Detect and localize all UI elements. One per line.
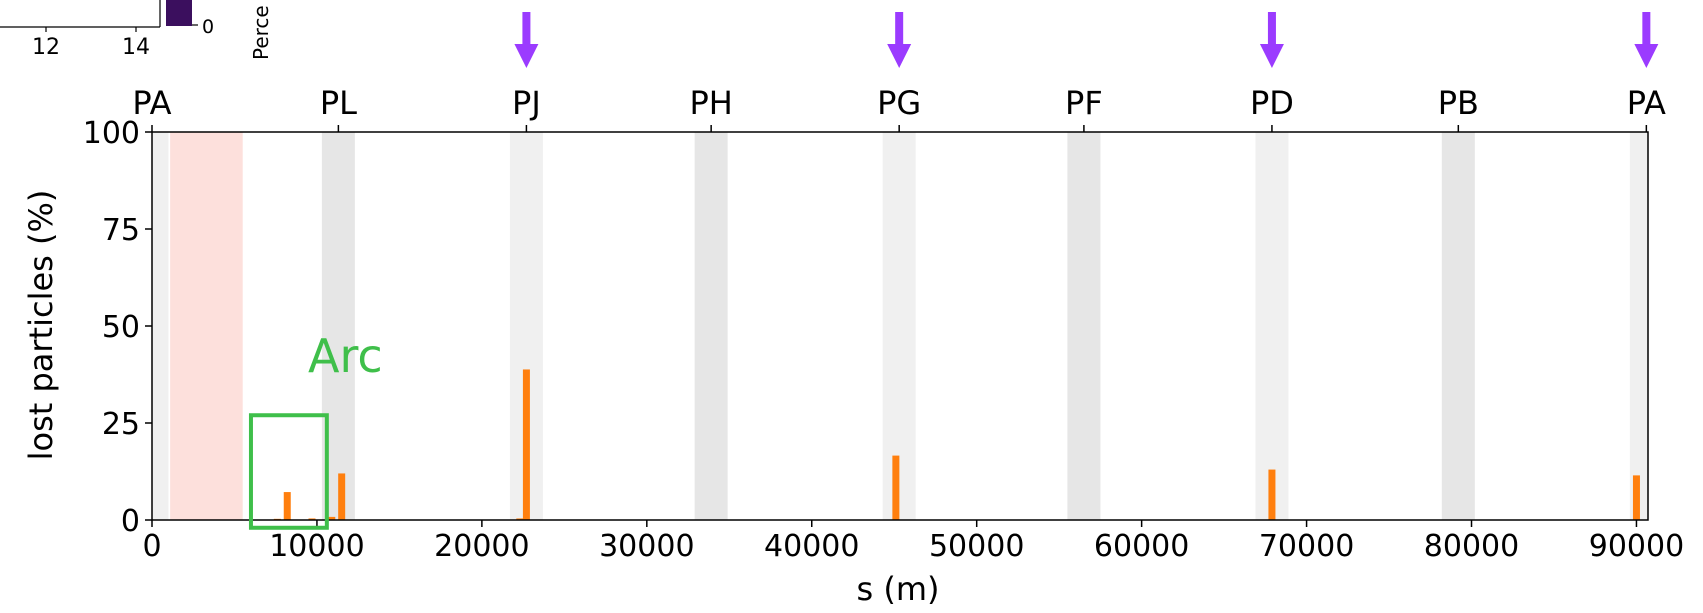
bar — [308, 518, 316, 520]
background-shading — [152, 132, 1648, 520]
colorbar-swatch — [166, 0, 192, 26]
top-tick-label: PG — [877, 84, 921, 122]
straight-section-band — [694, 132, 728, 520]
colorbar-fragment: 0 Perce — [166, 0, 273, 60]
arc-label: Arc — [308, 329, 383, 383]
x-tick-label: 0 — [142, 529, 161, 564]
arrows — [514, 12, 1659, 68]
y-tick-label: 25 — [102, 407, 140, 442]
down-arrow — [1259, 12, 1284, 68]
colorbar-tick-label: 0 — [202, 16, 214, 38]
top-axis: PA PL PJ PH PG PF PD PB PA — [132, 84, 1666, 132]
y-tick-label: 0 — [121, 504, 140, 539]
bar — [516, 518, 524, 520]
x-tick-label: 80000 — [1424, 529, 1519, 564]
straight-section-band — [1629, 132, 1648, 520]
top-tick-label: PH — [689, 84, 732, 122]
arc-highlight-box — [248, 413, 329, 530]
inset-fragment-tick-label: 12 — [32, 35, 60, 60]
x-tick-label: 60000 — [1094, 529, 1189, 564]
x-tick-label: 30000 — [599, 529, 694, 564]
y-tick-label: 50 — [102, 310, 140, 345]
down-arrow — [514, 12, 539, 68]
annotations: Arc — [248, 329, 383, 530]
bar — [283, 492, 291, 520]
straight-section-band — [1067, 132, 1101, 520]
y-tick-label: 100 — [83, 116, 140, 151]
straight-section-band — [1255, 132, 1289, 520]
top-tick-label: PJ — [512, 84, 541, 122]
top-tick-label: PD — [1250, 84, 1294, 122]
top-tick-label: PL — [320, 84, 357, 122]
down-arrow — [1634, 12, 1659, 68]
x-tick-label: 90000 — [1589, 529, 1684, 564]
y-tick-label: 75 — [102, 213, 140, 248]
top-tick-label: PB — [1438, 84, 1479, 122]
axis-ticks: 0 10000 20000 30000 40000 50000 60000 70000 8000… — [83, 116, 1684, 564]
bar — [1632, 475, 1640, 520]
x-tick-label: 70000 — [1259, 529, 1354, 564]
bar — [328, 516, 336, 520]
bar — [338, 473, 346, 520]
straight-section-band — [882, 132, 916, 520]
x-tick-label: 40000 — [764, 529, 859, 564]
highlight-region — [170, 132, 243, 520]
bars — [273, 369, 1640, 520]
bar — [892, 455, 900, 520]
bar — [522, 369, 530, 520]
colorbar-label: Perce — [249, 5, 273, 60]
top-tick-label: PA — [1627, 84, 1666, 122]
inset-fragment: 12 14 — [0, 0, 161, 60]
x-tick-label: 20000 — [434, 529, 529, 564]
y-axis-label: lost particles (%) — [22, 190, 60, 461]
straight-section-band — [1441, 132, 1475, 520]
bar — [1268, 469, 1276, 520]
x-axis-label: s (m) — [857, 570, 940, 608]
down-arrow — [887, 12, 912, 68]
top-tick-label: PF — [1065, 84, 1103, 122]
top-tick-label: PA — [132, 84, 171, 122]
x-tick-label: 10000 — [269, 529, 364, 564]
inset-fragment-tick-label: 14 — [122, 35, 150, 60]
x-tick-label: 50000 — [929, 529, 1024, 564]
straight-section-band — [152, 132, 169, 520]
